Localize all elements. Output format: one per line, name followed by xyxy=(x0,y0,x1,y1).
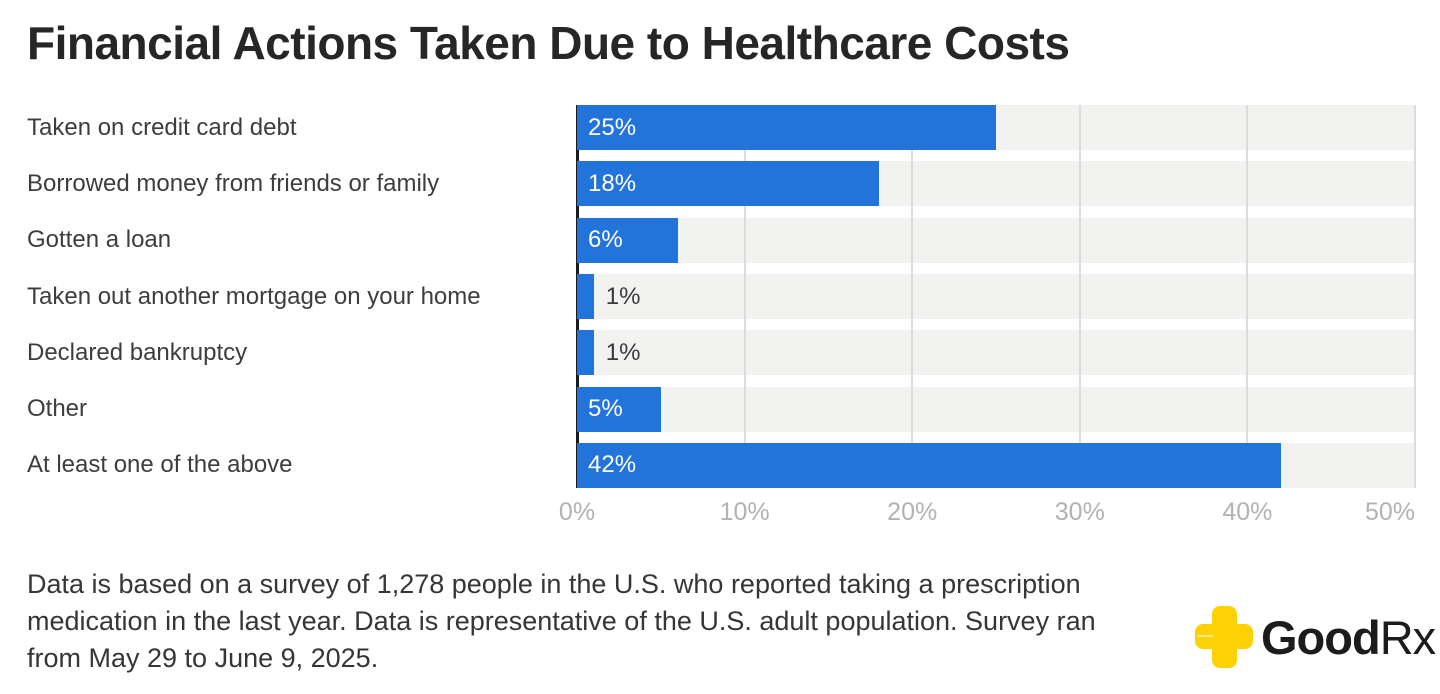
category-label: Taken out another mortgage on your home xyxy=(27,282,481,310)
goodrx-wordmark-bold: Good xyxy=(1261,610,1381,664)
bar: 6% xyxy=(577,217,678,263)
bar-value-label: 18% xyxy=(588,169,637,197)
footnote-line: medication in the last year. Data is rep… xyxy=(27,606,1096,636)
bar-track: 5% xyxy=(577,386,1415,432)
x-axis-tick-label: 10% xyxy=(719,498,770,526)
chart-row: Borrowed money from friends or family 18% xyxy=(27,161,1415,207)
chart-row: At least one of the above 42% xyxy=(27,442,1415,488)
x-axis: 0% 10% 20% 30% 40% 50% xyxy=(559,498,1415,532)
bar-value-label: 5% xyxy=(588,395,623,423)
x-axis-tick-label: 20% xyxy=(887,498,938,526)
bar-value-label: 6% xyxy=(588,226,623,254)
goodrx-cross-icon xyxy=(1195,606,1253,668)
bar-track: 18% xyxy=(577,161,1415,207)
bar-track: 1% xyxy=(577,273,1415,320)
bar-chart: Taken on credit card debt 25% Borrowed mon… xyxy=(27,105,1415,488)
bar: 5% xyxy=(577,386,661,432)
category-label: Taken on credit card debt xyxy=(27,113,297,141)
footnote-line: from May 29 to June 9, 2025. xyxy=(27,643,379,673)
footnote-line: Data is based on a survey of 1,278 peopl… xyxy=(27,569,1081,599)
goodrx-wordmark-rx: Rx xyxy=(1379,610,1436,664)
goodrx-wordmark: GoodRx xyxy=(1261,610,1436,665)
bar: 42% xyxy=(577,442,1281,488)
chart-row: Taken on credit card debt 25% xyxy=(27,105,1415,151)
bar-track: 6% xyxy=(577,217,1415,263)
x-axis-tick-label: 30% xyxy=(1054,498,1105,526)
bar-track: 1% xyxy=(577,330,1415,376)
category-label: At least one of the above xyxy=(27,451,293,479)
category-label: Borrowed money from friends or family xyxy=(27,169,440,197)
x-axis-tick-label: 40% xyxy=(1222,498,1273,526)
x-axis-tick-label: 0% xyxy=(558,498,596,526)
chart-row: Declared bankruptcy 1% xyxy=(27,330,1415,376)
footnote-text: Data is based on a survey of 1,278 peopl… xyxy=(27,566,1167,677)
bar-track: 42% xyxy=(577,442,1415,488)
bar-track: 25% xyxy=(577,105,1415,151)
x-axis-tick-label: 50% xyxy=(1364,498,1415,526)
bar-value-label: 1% xyxy=(605,282,641,310)
bar-value-label: 25% xyxy=(588,113,637,141)
bar-value-label: 42% xyxy=(588,451,637,479)
bar: 18% xyxy=(577,161,879,207)
category-label: Other xyxy=(27,395,88,423)
bar: 25% xyxy=(577,105,996,151)
bar-value-label: 1% xyxy=(605,338,641,366)
bar xyxy=(577,273,594,320)
page-title: Financial Actions Taken Due to Healthcar… xyxy=(27,17,1070,69)
goodrx-logo: GoodRx xyxy=(1195,606,1436,668)
category-label: Gotten a loan xyxy=(27,226,172,254)
chart-row: Gotten a loan 6% xyxy=(27,217,1415,263)
chart-row: Other 5% xyxy=(27,386,1415,432)
chart-row: Taken out another mortgage on your home 1… xyxy=(27,273,1415,320)
bar xyxy=(577,330,594,376)
category-label: Declared bankruptcy xyxy=(27,338,248,366)
